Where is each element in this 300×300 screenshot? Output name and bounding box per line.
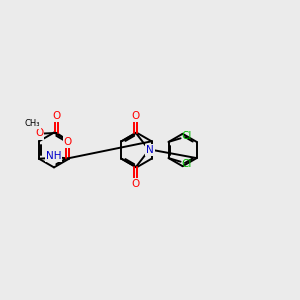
Text: NH: NH: [46, 151, 62, 161]
Text: N: N: [146, 145, 154, 155]
Text: CH₃: CH₃: [25, 119, 40, 128]
Text: Cl: Cl: [182, 131, 192, 141]
Text: Cl: Cl: [182, 159, 192, 169]
Text: O: O: [132, 178, 140, 189]
Text: O: O: [35, 128, 43, 139]
Text: O: O: [52, 111, 61, 122]
Text: O: O: [64, 137, 72, 147]
Text: O: O: [132, 111, 140, 122]
